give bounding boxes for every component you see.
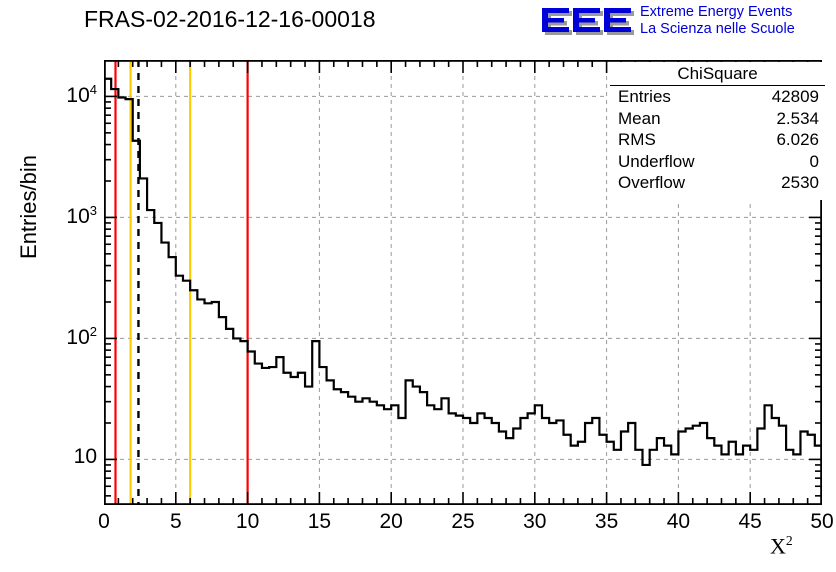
- x-tick-label: 35: [594, 510, 619, 533]
- x-tick-label: 25: [451, 510, 475, 533]
- y-tick-label: 103: [66, 203, 97, 229]
- stats-box: ChiSquare Entries 42809 Mean 2.534 RMS 6.026 U…: [608, 62, 827, 200]
- plot-area: [104, 60, 822, 505]
- eee-logo-text: Extreme Energy Events La Scienza nelle S…: [640, 4, 795, 38]
- x-tick-label: 0: [98, 510, 110, 533]
- stats-header: ChiSquare: [610, 62, 825, 86]
- stats-rows: Entries 42809 Mean 2.534 RMS 6.026 Underflow 0 O…: [608, 86, 827, 194]
- y-tick-label: 102: [66, 324, 97, 350]
- eee-logo-icon: [542, 8, 634, 35]
- x-tick-label: 50: [810, 510, 834, 533]
- stats-row-value: 2530: [781, 173, 819, 192]
- stats-row-key: Underflow: [618, 151, 695, 171]
- x-axis-title: X2: [770, 533, 793, 559]
- stats-row: RMS 6.026: [608, 129, 827, 151]
- marker-lines: [114, 60, 249, 505]
- y-tick-label: 104: [66, 82, 97, 108]
- plot-svg: [104, 60, 822, 505]
- stats-row: Overflow 2530: [608, 172, 827, 194]
- histogram-curve: [104, 77, 822, 505]
- x-tick-label: 20: [379, 510, 403, 533]
- eee-logo-line2: La Scienza nelle Scuole: [640, 21, 795, 37]
- x-tick-label: 40: [666, 510, 691, 533]
- stats-row: Underflow 0: [608, 151, 827, 173]
- page-title: FRAS-02-2016-12-16-00018: [84, 6, 376, 32]
- x-tick-label: 45: [738, 510, 762, 533]
- eee-logo-line1: Extreme Energy Events: [640, 4, 793, 20]
- x-tick-label: 10: [235, 510, 260, 533]
- x-tick-label: 15: [307, 510, 332, 533]
- x-tick-label: 30: [523, 510, 547, 533]
- stats-row: Mean 2.534: [608, 108, 827, 130]
- stats-row-key: Entries: [618, 87, 671, 106]
- stats-row: Entries 42809: [608, 86, 827, 108]
- plot-frame-border: [104, 60, 822, 505]
- y-tick-label: 10: [73, 445, 97, 469]
- x-tick-label: 5: [169, 510, 182, 533]
- stats-row-key: Mean: [618, 108, 661, 128]
- stats-row-key: RMS: [618, 130, 656, 149]
- y-axis-title: Entries/bin: [16, 155, 41, 259]
- stats-row-value: 42809: [771, 87, 819, 106]
- stats-row-value: 2.534: [776, 108, 819, 128]
- stats-row-value: 6.026: [776, 130, 819, 149]
- stats-row-value: 0: [809, 151, 819, 171]
- stats-row-key: Overflow: [618, 173, 686, 192]
- eee-logo: Extreme Energy Events La Scienza nelle S…: [540, 2, 836, 42]
